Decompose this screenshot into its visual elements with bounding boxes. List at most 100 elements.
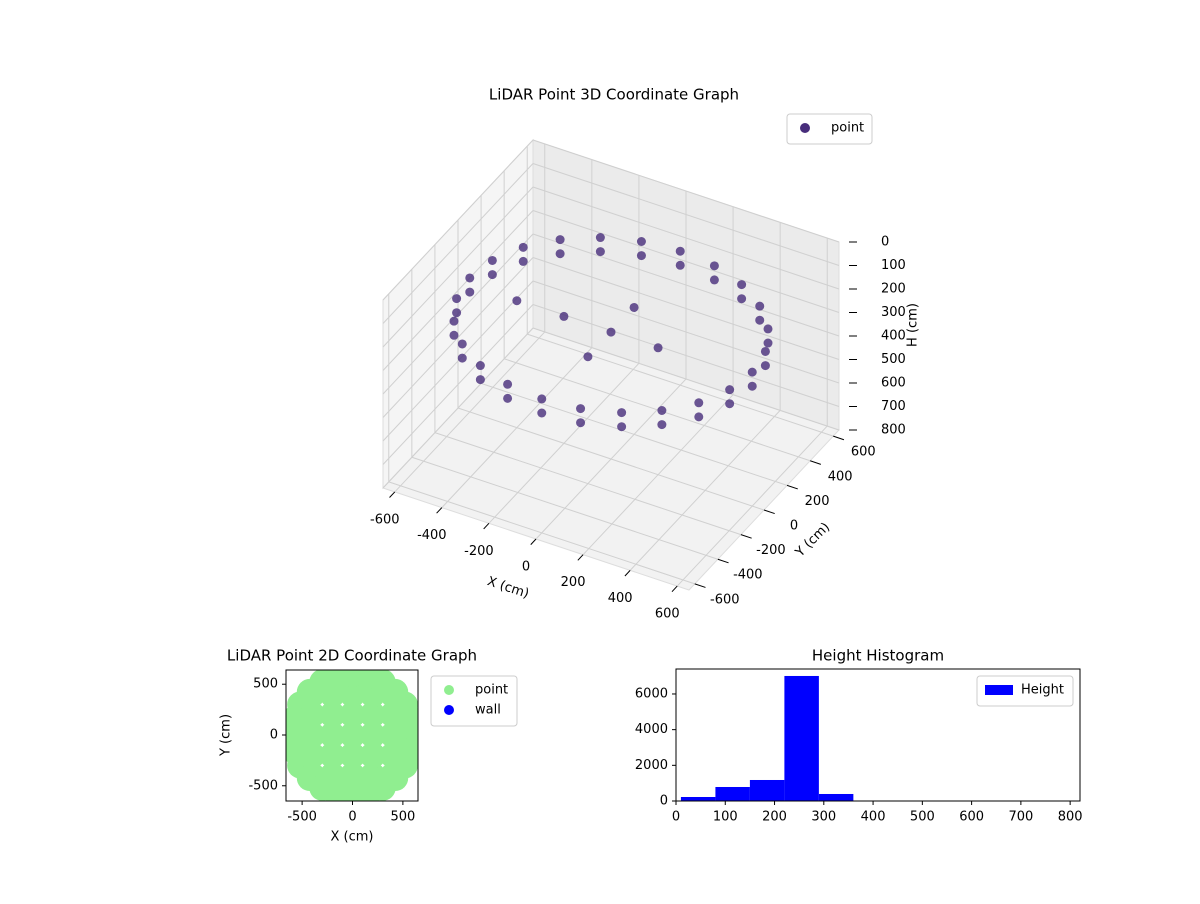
- y-tick: [695, 584, 706, 588]
- point: [630, 303, 639, 312]
- bar: [681, 797, 715, 801]
- point: [694, 412, 703, 421]
- x-tick-label: 200: [762, 810, 787, 825]
- point: [556, 235, 565, 244]
- z-tick-label: 0: [881, 235, 889, 250]
- point: [449, 331, 458, 340]
- point: [465, 273, 474, 282]
- y-tick: [741, 535, 752, 539]
- point: [559, 312, 568, 321]
- y-tick-label: 0: [790, 519, 798, 534]
- x-axis-label: X (cm): [485, 574, 531, 602]
- y-tick-label: 0: [660, 794, 668, 809]
- point: [512, 296, 521, 305]
- point: [519, 257, 528, 266]
- point: [458, 354, 467, 363]
- point: [761, 347, 770, 356]
- y-tick: [718, 559, 729, 563]
- x-tick-label: 600: [655, 607, 680, 622]
- bar: [784, 676, 818, 801]
- point: [737, 294, 746, 303]
- x-tick-label: 200: [561, 575, 586, 590]
- point: [710, 261, 719, 270]
- y-tick-label: 2000: [635, 758, 668, 773]
- z-tick-label: 300: [881, 305, 906, 320]
- legend-label: wall: [475, 703, 501, 718]
- y-tick-label: -600: [710, 592, 740, 607]
- bar: [715, 787, 749, 801]
- x-tick-label: 700: [1008, 810, 1033, 825]
- point: [452, 294, 461, 303]
- point: [537, 408, 546, 417]
- x-tick-label: -400: [417, 528, 447, 543]
- plot-area: [279, 661, 426, 809]
- y-tick-label: 400: [828, 469, 853, 484]
- y-tick: [833, 436, 844, 440]
- point: [488, 270, 497, 279]
- legend-marker: [800, 123, 810, 133]
- point: [617, 422, 626, 431]
- y-tick: [810, 461, 821, 465]
- x-tick: [625, 570, 630, 576]
- y-tick-label: 600: [851, 445, 876, 460]
- x-tick: [484, 523, 489, 529]
- z-tick-label: 500: [881, 352, 906, 367]
- point: [637, 251, 646, 260]
- x-tick-label: 400: [861, 810, 886, 825]
- y-tick-label: 4000: [635, 722, 668, 737]
- bar: [819, 794, 853, 801]
- legend-swatch: [985, 685, 1013, 695]
- point: [458, 339, 467, 348]
- x-tick-label: 0: [348, 810, 356, 825]
- point: [737, 280, 746, 289]
- point: [654, 343, 663, 352]
- x-tick-label: 300: [811, 810, 836, 825]
- point: [476, 375, 485, 384]
- x-tick-label: 100: [713, 810, 738, 825]
- point: [617, 408, 626, 417]
- point: [764, 324, 773, 333]
- y-tick-label: 6000: [635, 686, 668, 701]
- point: [596, 247, 605, 256]
- x-tick: [390, 492, 395, 498]
- x-tick-label: 600: [959, 810, 984, 825]
- x-tick: [437, 508, 442, 514]
- y-tick-label: -200: [756, 543, 786, 558]
- x-tick-label: 500: [390, 810, 415, 825]
- x-tick-label: -500: [287, 810, 317, 825]
- point: [694, 398, 703, 407]
- point: [537, 394, 546, 403]
- legend-marker: [444, 705, 454, 715]
- point: [755, 316, 764, 325]
- z-tick-label: 400: [881, 329, 906, 344]
- legend-marker: [444, 685, 454, 695]
- point: [637, 237, 646, 246]
- point: [583, 352, 592, 361]
- x-tick-label: 400: [608, 591, 633, 606]
- x-tick-label: -200: [464, 544, 494, 559]
- chart-title: LiDAR Point 3D Coordinate Graph: [489, 86, 739, 104]
- point: [452, 308, 461, 317]
- point: [476, 361, 485, 370]
- x-tick-label: 0: [522, 560, 530, 575]
- x-tick: [531, 539, 536, 545]
- point: [519, 243, 528, 252]
- point: [465, 288, 474, 297]
- y-tick: [764, 510, 775, 514]
- z-tick-label: 200: [881, 282, 906, 297]
- point: [398, 738, 424, 764]
- y-axis-label: Y (cm): [219, 714, 234, 757]
- x-tick: [672, 586, 677, 592]
- point: [657, 406, 666, 415]
- point: [764, 339, 773, 348]
- point: [725, 399, 734, 408]
- legend-label: point: [831, 121, 864, 136]
- point: [576, 418, 585, 427]
- y-tick-label: 500: [253, 677, 278, 692]
- chart-title: Height Histogram: [812, 647, 944, 665]
- point: [755, 302, 764, 311]
- point: [657, 420, 666, 429]
- y-tick-label: -500: [248, 778, 278, 793]
